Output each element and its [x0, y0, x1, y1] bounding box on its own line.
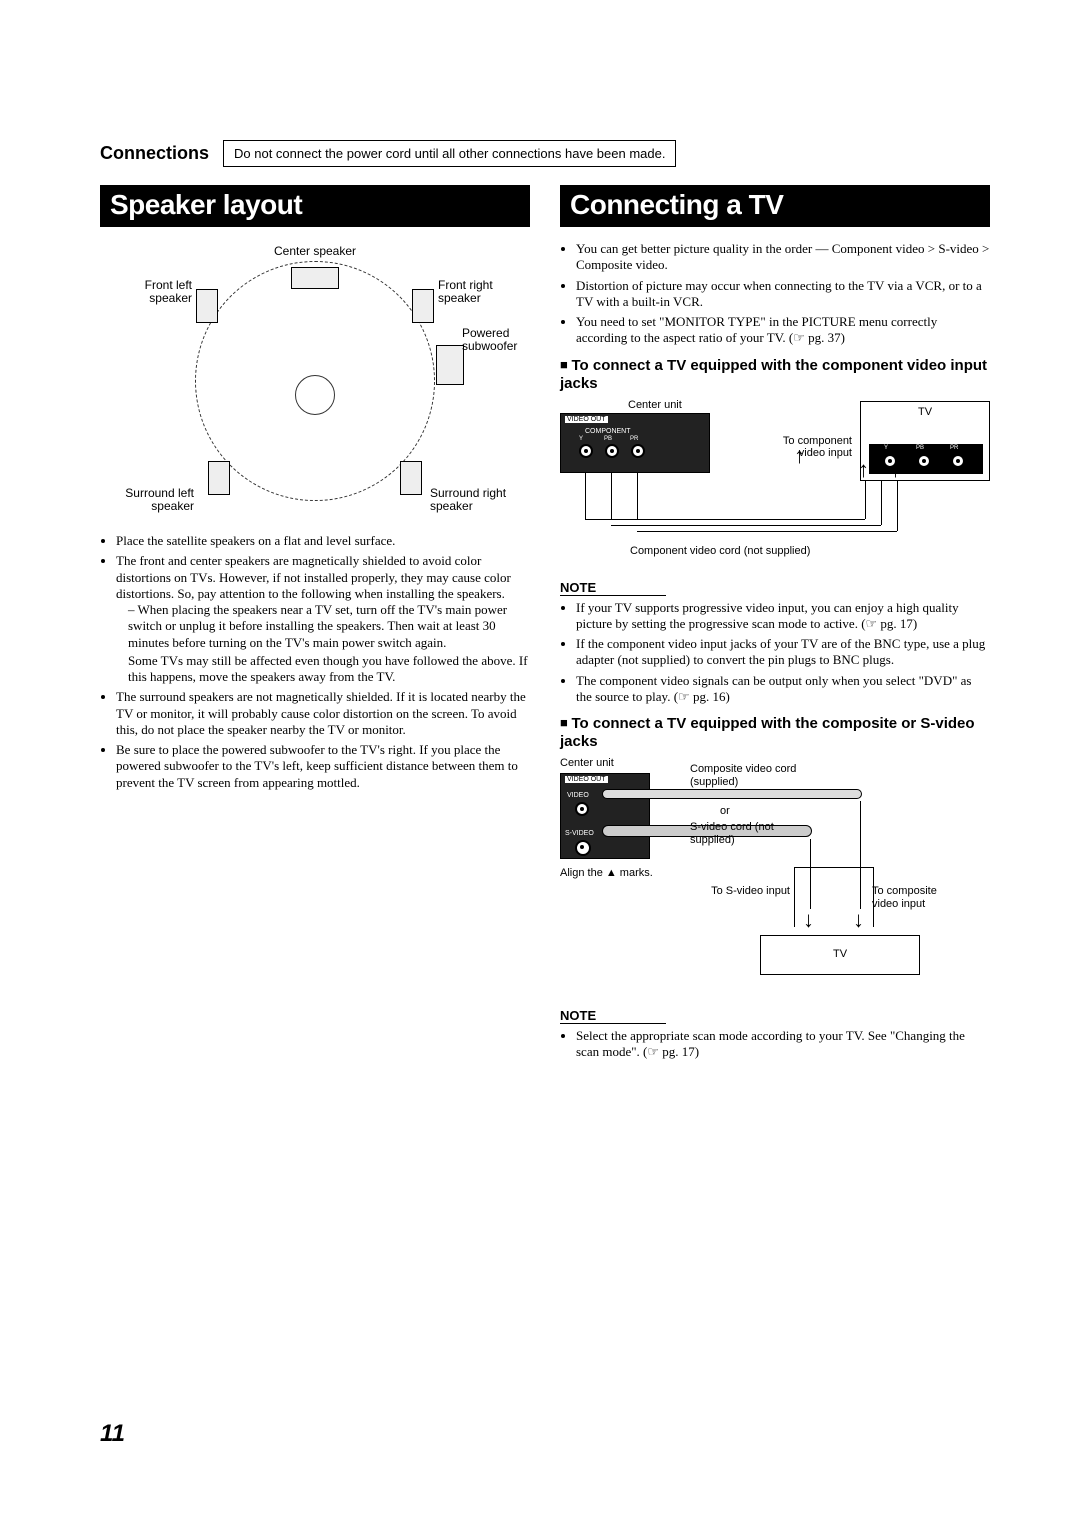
label-composite-cord: Composite video cord (supplied) — [690, 763, 840, 788]
label-svideo: S-VIDEO — [565, 830, 594, 837]
label-center-unit-2: Center unit — [560, 757, 614, 770]
surround-right-speaker-icon — [400, 461, 422, 495]
label-video-out: VIDEO OUT — [565, 416, 608, 423]
note-label-2: NOTE — [560, 1008, 666, 1024]
label-tv-2: TV — [761, 936, 919, 960]
listener-icon — [295, 375, 335, 415]
bullet: If the component video input jacks of yo… — [576, 636, 990, 669]
bullet: Select the appropriate scan mode accordi… — [576, 1028, 990, 1061]
speaker-layout-diagram: Center speaker Front left speaker Front … — [100, 241, 530, 521]
label-svideo-cord: S-video cord (not supplied) — [690, 821, 810, 846]
surround-left-speaker-icon — [208, 461, 230, 495]
note1-bullets: If your TV supports progressive video in… — [560, 600, 990, 706]
center-speaker-icon — [291, 267, 339, 289]
right-intro-bullets: You can get better picture quality in th… — [560, 241, 990, 347]
label-front-right: Front right speaker — [438, 279, 508, 305]
note-label: NOTE — [560, 580, 666, 596]
label-center-unit: Center unit — [628, 399, 682, 412]
bullet: If your TV supports progressive video in… — [576, 600, 990, 633]
subwoofer-icon — [436, 345, 464, 385]
label-or: or — [720, 805, 730, 818]
front-left-speaker-icon — [196, 289, 218, 323]
arrow-icon: ↑ — [858, 457, 869, 483]
left-bullets: Place the satellite speakers on a flat a… — [100, 533, 530, 791]
warning-box: Do not connect the power cord until all … — [223, 140, 676, 167]
section-title-speaker-layout: Speaker layout — [100, 185, 530, 227]
content-columns: Speaker layout Center speaker Front left… — [100, 185, 990, 1065]
connections-heading: Connections — [100, 140, 223, 167]
arrow-icon: ↑ — [794, 443, 805, 469]
bullet: The component video signals can be outpu… — [576, 673, 990, 706]
note2-bullets: Select the appropriate scan mode accordi… — [560, 1028, 990, 1061]
bullet: You can get better picture quality in th… — [576, 241, 990, 274]
bullet: Distortion of picture may occur when con… — [576, 278, 990, 311]
page-number: 11 — [100, 1420, 125, 1448]
header-row: Connections Do not connect the power cor… — [100, 140, 990, 167]
subheading-component: To connect a TV equipped with the compon… — [560, 357, 990, 393]
label-component: COMPONENT — [585, 428, 631, 435]
composite-cable-icon — [602, 789, 862, 799]
component-connection-diagram: Center unit VIDEO OUT COMPONENT Y PB PR … — [560, 399, 990, 564]
label-tv: TV — [861, 402, 989, 418]
sub-bullets: When placing the speakers near a TV set,… — [116, 602, 530, 651]
label-align-marks: Align the ▲ marks. — [560, 867, 653, 880]
label-to-composite: To composite video input — [872, 885, 962, 910]
bullet: The front and center speakers are magnet… — [116, 553, 530, 685]
front-right-speaker-icon — [412, 289, 434, 323]
label-to-component: To component video input — [762, 435, 852, 460]
bullet: The surround speakers are not magnetical… — [116, 689, 530, 738]
label-surround-left: Surround left speaker — [114, 487, 194, 513]
section-title-connecting-tv: Connecting a TV — [560, 185, 990, 227]
bullet: You need to set "MONITOR TYPE" in the PI… — [576, 314, 990, 347]
bullet: Place the satellite speakers on a flat a… — [116, 533, 530, 549]
label-front-left: Front left speaker — [122, 279, 192, 305]
label-video: VIDEO — [567, 792, 589, 799]
label-surround-right: Surround right speaker — [430, 487, 516, 513]
left-column: Speaker layout Center speaker Front left… — [100, 185, 530, 1065]
composite-svideo-diagram: Center unit VIDEO OUT VIDEO S-VIDEO Comp… — [560, 757, 990, 992]
subheading-composite-svideo: To connect a TV equipped with the compos… — [560, 715, 990, 751]
label-subwoofer: Powered subwoofer — [462, 327, 532, 353]
label-center-speaker: Center speaker — [274, 245, 356, 258]
label-video-out-2: VIDEO OUT — [565, 776, 608, 783]
right-column: Connecting a TV You can get better pictu… — [560, 185, 990, 1065]
arrow-icon: ↑ — [890, 457, 901, 483]
sub-trail: Some TVs may still be affected even thou… — [116, 653, 530, 686]
sub-bullet: When placing the speakers near a TV set,… — [128, 602, 530, 651]
label-to-svideo: To S-video input — [690, 885, 790, 898]
label-component-cord: Component video cord (not supplied) — [630, 545, 810, 558]
bullet: Be sure to place the powered subwoofer t… — [116, 742, 530, 791]
